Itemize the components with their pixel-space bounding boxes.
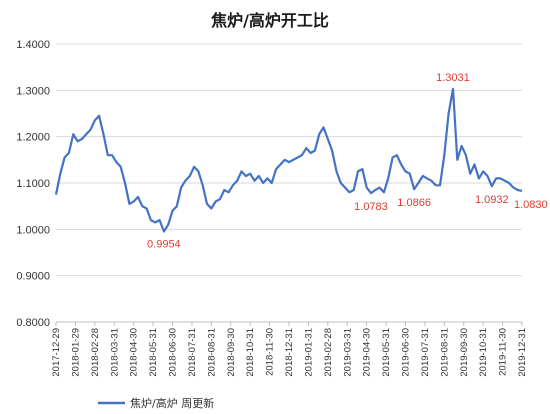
annotation-label: 1.0830 [514,199,548,211]
x-tick-label: 2019-11-30 [498,328,509,376]
x-tick-label: 2019-02-28 [323,328,334,377]
y-tick-label: 1.1000 [16,178,50,190]
x-tick-label: 2018-01-29 [70,328,81,377]
chart-title: 焦炉/高炉开工比 [210,11,329,30]
legend-label: 焦炉/高炉 周更新 [130,396,214,410]
x-tick-label: 2019-05-31 [381,328,392,377]
x-tick-label: 2018-07-31 [187,328,198,377]
y-tick-label: 1.4000 [16,39,50,51]
x-tick-label: 2019-03-31 [342,328,353,377]
x-tick-label: 2018-03-31 [109,328,120,377]
x-tick-label: 2018-09-30 [226,328,237,377]
annotation-label: 1.0932 [475,194,509,206]
x-tick-label: 2019-09-30 [459,328,470,377]
x-axis-tick-labels: 2017-12-29 2018-01-29 2018-02-28 2018-03-31… [51,322,528,377]
legend: 焦炉/高炉 周更新 [98,396,214,410]
x-tick-label: 2018-11-30 [265,328,276,376]
annotation-label: 1.0783 [354,201,388,213]
x-tick-label: 2018-06-30 [168,328,179,377]
y-tick-label: 1.0000 [16,224,50,236]
y-tick-label: 0.8000 [16,317,50,329]
y-tick-label: 0.9000 [16,271,50,283]
x-tick-label: 2018-12-31 [284,328,295,377]
x-tick-label: 2019-07-31 [420,328,431,377]
x-tick-label: 2018-10-31 [245,328,256,377]
y-axis-tick-labels: 1.4000 1.3000 1.2000 1.1000 1.0000 0.9000 0.80… [16,39,50,329]
series-group [54,87,523,233]
annotation-label: 1.3031 [436,72,470,84]
x-tick-label: 2019-08-31 [439,328,450,377]
annotation-label: 0.9954 [147,238,181,250]
x-tick-label: 2019-10-31 [478,328,489,377]
y-tick-label: 1.3000 [16,85,50,97]
series-line [54,87,523,233]
x-tick-label: 2018-04-30 [129,328,140,377]
x-tick-label: 2019-04-30 [362,328,373,377]
annotation-label: 1.0866 [397,197,431,209]
x-tick-label: 2017-12-29 [51,328,62,377]
data-annotations: 0.9954 1.0783 1.0866 1.3031 1.0932 1.0830 [147,72,548,251]
x-tick-label: 2019-01-31 [303,328,314,377]
x-tick-label: 2018-08-31 [206,328,217,377]
x-tick-label: 2018-02-28 [90,328,101,377]
x-tick-label: 2019-12-31 [517,328,528,377]
y-tick-label: 1.2000 [16,132,50,144]
x-tick-label: 2018-05-31 [148,328,159,377]
x-tick-label: 2019-06-30 [401,328,412,377]
